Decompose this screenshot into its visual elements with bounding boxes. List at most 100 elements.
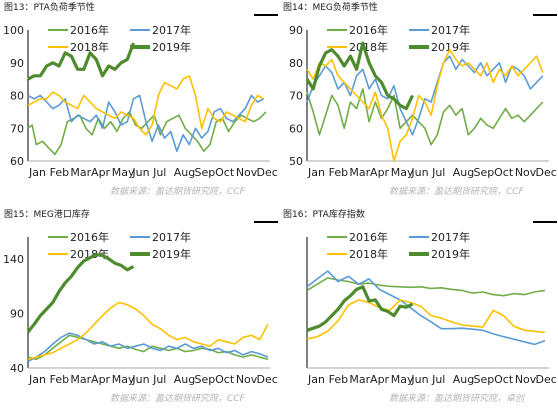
x-tick-label: Oct	[215, 373, 235, 386]
x-tick-label: Oct	[494, 166, 514, 179]
x-tick-label: May	[112, 373, 135, 386]
series-line-2019	[305, 41, 414, 111]
legend-label-2018: 2018年	[70, 40, 109, 54]
series-line-2016	[306, 277, 546, 297]
series-line-2017	[306, 270, 546, 346]
source-note: 数据来源：盈达期货研究院，CCF	[110, 393, 246, 404]
y-tick-label: 50	[289, 155, 303, 168]
x-tick-label: May	[391, 373, 414, 386]
x-tick-label: Nov	[515, 166, 537, 179]
x-tick-label: Oct	[494, 373, 514, 386]
series-line-2019	[26, 252, 135, 334]
series-line-2016	[27, 111, 267, 156]
y-tick-label: 70	[289, 90, 303, 103]
x-tick-label: Dec	[536, 373, 557, 386]
series-line-2017	[27, 94, 265, 152]
legend-label-2019: 2019年	[152, 247, 191, 261]
x-tick-label: Jan	[28, 166, 46, 179]
series-line-2018	[27, 75, 265, 136]
y-tick-label: 80	[289, 57, 303, 70]
x-tick-label: Jun	[131, 166, 149, 179]
x-tick-label: Aug	[453, 166, 474, 179]
x-tick-label: Dec	[257, 373, 278, 386]
legend-label-2016: 2016年	[349, 23, 388, 37]
x-tick-label: Apr	[370, 373, 390, 386]
x-tick-label: Feb	[329, 373, 348, 386]
x-tick-label: Feb	[50, 373, 69, 386]
y-tick-label: 40	[10, 362, 24, 375]
x-tick-label: Nov	[236, 373, 258, 386]
x-tick-label: Mar	[70, 166, 91, 179]
legend-label-2018: 2018年	[349, 247, 388, 261]
source-note: 数据来源：盈达期货研究院，卓创	[389, 393, 526, 404]
x-tick-label: Dec	[536, 166, 557, 179]
legend-label-2018: 2018年	[70, 247, 109, 261]
title-bar	[533, 221, 557, 223]
x-tick-label: Nov	[515, 373, 537, 386]
x-tick-label: Jan	[28, 373, 46, 386]
x-tick-label: Jul	[152, 166, 166, 179]
x-tick-label: Jun	[410, 166, 428, 179]
legend-label-2019: 2019年	[431, 247, 470, 261]
x-tick-label: Apr	[91, 373, 111, 386]
y-tick-label: 90	[10, 57, 24, 70]
chart-title: 图15：MEG港口库存	[4, 208, 90, 220]
legend-label-2017: 2017年	[152, 230, 191, 244]
x-tick-label: Sep	[473, 373, 494, 386]
x-tick-label: Jul	[152, 373, 166, 386]
x-tick-label: Dec	[257, 166, 278, 179]
x-tick-label: Feb	[329, 166, 348, 179]
x-tick-label: Nov	[236, 166, 258, 179]
y-tick-label: 80	[10, 90, 24, 103]
x-tick-label: Oct	[215, 166, 235, 179]
x-tick-label: Apr	[370, 166, 390, 179]
legend-label-2016: 2016年	[70, 230, 109, 244]
x-tick-label: Jun	[131, 373, 149, 386]
chart-panel-meg-load: 图14：MEG负荷季节性 50 60 70 80 90 Jan Feb Mar Apr May Jun…	[279, 0, 558, 207]
x-tick-label: Aug	[453, 373, 474, 386]
x-tick-label: Aug	[174, 373, 195, 386]
title-bar	[254, 14, 278, 16]
series-line-2016	[306, 88, 544, 146]
x-tick-label: May	[112, 166, 135, 179]
legend-label-2017: 2017年	[431, 23, 470, 37]
legend-label-2018: 2018年	[349, 40, 388, 54]
title-bar	[254, 221, 278, 223]
legend-label-2017: 2017年	[152, 23, 191, 37]
x-tick-label: Apr	[91, 166, 111, 179]
series-line-2019	[306, 285, 414, 332]
legend-label-2017: 2017年	[431, 230, 470, 244]
legend-label-2019: 2019年	[431, 40, 470, 54]
chart-panel-pta-load: 图13：PTA负荷季节性 60 70 80 90 100 Jan Feb Mar Apr May Ju…	[0, 0, 279, 207]
series-line-2019	[27, 42, 135, 81]
chart-title: 图16：PTA库存指数	[283, 208, 365, 220]
y-tick-label: 60	[289, 122, 303, 135]
x-tick-label: Mar	[349, 373, 370, 386]
y-tick-label: 140	[3, 253, 24, 266]
x-tick-label: Aug	[174, 166, 195, 179]
x-tick-label: May	[391, 166, 414, 179]
x-tick-label: Jan	[307, 373, 325, 386]
title-bar	[533, 14, 557, 16]
series-line-2017	[27, 332, 269, 363]
x-tick-label: Jul	[431, 166, 445, 179]
legend-label-2016: 2016年	[349, 230, 388, 244]
x-tick-label: Mar	[70, 373, 91, 386]
source-note: 数据来源：盈达期货研究院，CCF	[110, 186, 246, 197]
y-tick-label: 70	[10, 122, 24, 135]
x-tick-label: Sep	[194, 166, 215, 179]
series-line-2018	[306, 48, 544, 162]
legend-label-2016: 2016年	[70, 23, 109, 37]
y-tick-label: 60	[10, 155, 24, 168]
series-line-2017	[306, 55, 544, 136]
series-line-2018	[306, 299, 545, 340]
x-tick-label: Jan	[307, 166, 325, 179]
chart-title: 图13：PTA负荷季节性	[4, 1, 95, 13]
y-tick-label: 90	[289, 24, 303, 37]
x-tick-label: Mar	[349, 166, 370, 179]
x-tick-label: Feb	[50, 166, 69, 179]
x-tick-label: Jun	[410, 373, 428, 386]
